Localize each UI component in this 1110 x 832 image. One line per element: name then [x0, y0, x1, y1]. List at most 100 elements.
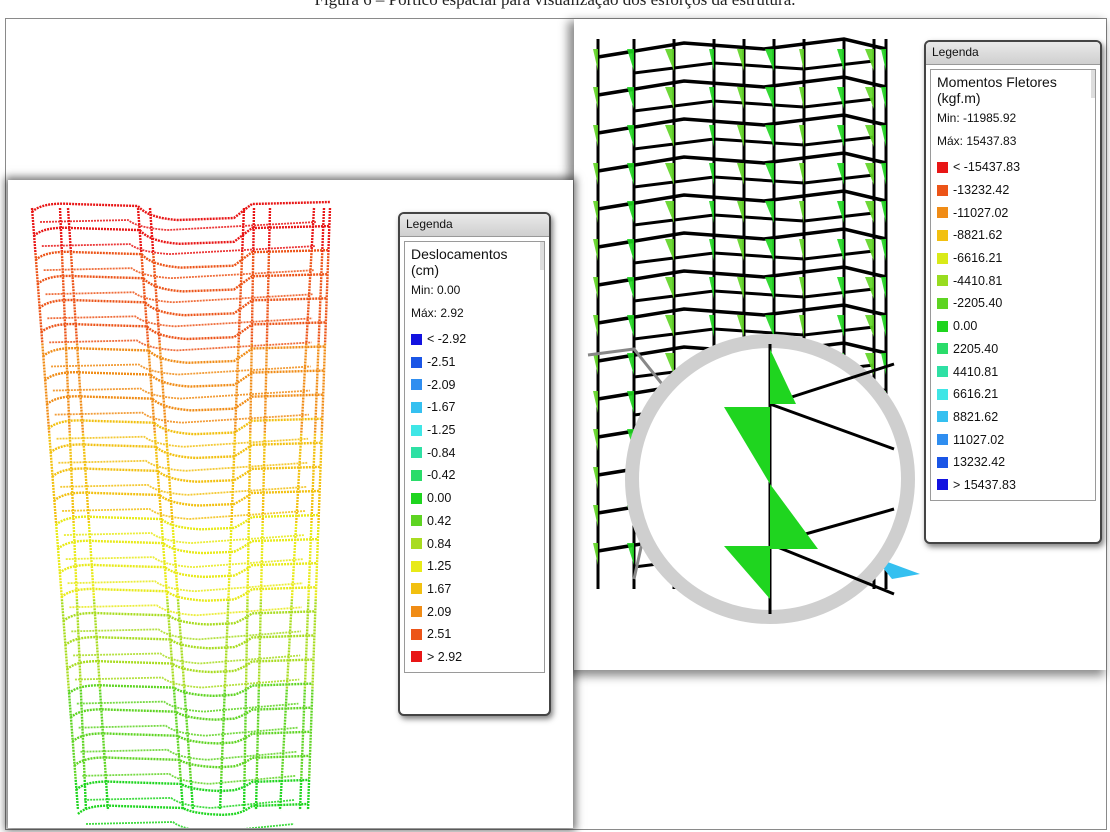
legend-item: 0.00	[411, 487, 538, 510]
legend-item-label: -1.67	[427, 400, 456, 415]
column-segment	[309, 539, 312, 555]
legend-swatch	[411, 651, 422, 663]
column-segment	[184, 704, 188, 720]
column-segment	[146, 343, 151, 359]
figure-caption: Figura 6 – Pórtico espacial para visuali…	[0, 0, 1110, 10]
column-segment	[190, 794, 195, 811]
column-segment	[300, 418, 304, 434]
beam-line	[597, 303, 887, 325]
column-segment	[67, 418, 71, 434]
legend-scrollbar[interactable]	[540, 242, 544, 270]
moment-diagram-triangle	[881, 49, 886, 71]
column-segment	[294, 523, 298, 540]
moment-diagram-triangle	[627, 163, 634, 185]
column-segment	[229, 524, 233, 540]
floor-beam	[58, 562, 317, 579]
floor-beam	[55, 513, 319, 531]
column-segment	[77, 644, 81, 660]
moment-diagram-triangle	[593, 543, 598, 565]
legend-swatch	[937, 297, 948, 309]
column-segment	[319, 448, 323, 464]
legend-item: 13232.42	[937, 451, 1089, 474]
moment-diagram-triangle	[881, 125, 886, 147]
floor-beam	[75, 778, 309, 793]
legend-item-label: 2.09	[427, 604, 452, 619]
column-segment	[168, 629, 172, 645]
legend-item: 2205.40	[937, 338, 1089, 361]
column-segment	[328, 207, 332, 224]
column-segment	[67, 403, 71, 419]
floor-beam-rear	[58, 459, 308, 472]
column-segment	[61, 614, 66, 630]
beam-line	[633, 97, 875, 113]
column-segment	[318, 313, 321, 329]
column-segment	[59, 222, 63, 239]
legend-header[interactable]: Legenda	[926, 42, 1100, 65]
column-segment	[235, 373, 239, 389]
column-segment	[42, 358, 46, 374]
column-segment	[45, 403, 50, 419]
column-segment	[228, 554, 232, 570]
moment-legend[interactable]: Legenda Momentos Fletores (kgf.m) Min: -…	[924, 40, 1102, 544]
legend-swatch	[937, 184, 948, 196]
moment-diagram-triangle	[865, 239, 874, 261]
legend-item: 11027.02	[937, 428, 1089, 451]
legend-item: 6616.21	[937, 383, 1089, 406]
moment-diagram-triangle	[593, 505, 598, 527]
column-segment	[82, 749, 86, 765]
column-segment	[82, 448, 87, 464]
column-segment	[99, 704, 104, 720]
legend-item-label: -2205.40	[953, 296, 1003, 311]
column-segment	[318, 463, 322, 479]
column-segment	[241, 223, 245, 239]
column-segment	[317, 328, 321, 344]
column-segment	[295, 493, 300, 510]
column-segment	[170, 659, 175, 675]
column-segment	[307, 569, 311, 585]
column-segment	[318, 298, 322, 314]
moment-diagram-triangle	[881, 315, 886, 337]
floor-beam	[69, 706, 312, 721]
column-segment	[323, 343, 327, 359]
legend-item-label: -0.84	[427, 445, 456, 460]
legend-swatch	[411, 447, 422, 459]
column-segment	[313, 433, 317, 449]
column-segment	[306, 298, 311, 314]
beam-line	[597, 189, 887, 211]
column-segment	[36, 283, 41, 299]
displacement-legend[interactable]: Legenda Deslocamentos (cm) Min: 0.00 Máx…	[398, 212, 551, 716]
moment-diagram-triangle	[881, 87, 886, 109]
column-segment	[306, 313, 310, 329]
moment-diagram-triangle	[737, 87, 744, 109]
moment-diagram-triangle	[665, 201, 674, 223]
column-segment	[68, 433, 72, 449]
moment-diagram-triangle	[865, 87, 874, 109]
legend-item: -6616.21	[937, 247, 1089, 270]
column-segment	[282, 734, 286, 750]
column-segment	[78, 659, 82, 675]
column-segment	[53, 508, 58, 525]
floor-beam-rear	[85, 821, 295, 828]
column-segment	[291, 569, 295, 585]
floor-beam-rear	[49, 339, 312, 352]
moment-diagram-triangle	[593, 467, 598, 489]
column-segment	[220, 764, 223, 780]
column-segment	[297, 463, 301, 479]
floor-beam	[64, 634, 315, 650]
column-segment	[310, 493, 314, 510]
legend-scrollbar[interactable]	[1091, 70, 1095, 98]
column-segment	[305, 328, 309, 344]
legend-item: -13232.42	[937, 179, 1089, 202]
column-segment	[298, 794, 302, 811]
column-segment	[167, 614, 171, 630]
floor-beam	[42, 345, 325, 364]
column-segment	[89, 554, 94, 570]
column-segment	[224, 659, 228, 675]
column-segment	[322, 207, 326, 224]
column-segment	[223, 674, 227, 690]
legend-swatch	[937, 320, 948, 332]
column-segment	[319, 283, 323, 299]
legend-item: 8821.62	[937, 406, 1089, 429]
column-segment	[321, 403, 325, 419]
legend-header[interactable]: Legenda	[400, 214, 549, 237]
